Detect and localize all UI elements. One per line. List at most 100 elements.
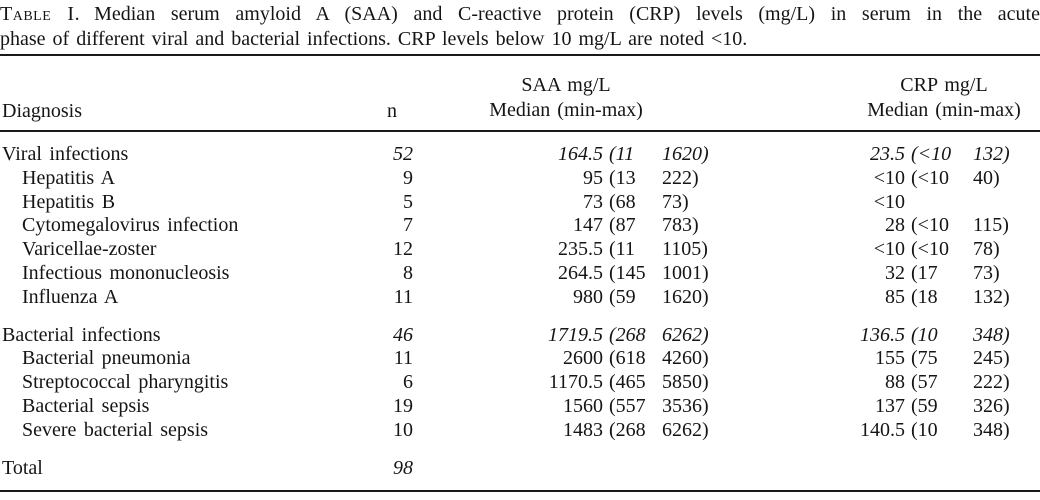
table-row-severe-bacterial-sepsis: Severe bacterial sepsis 10 1483 (268 6262)… <box>0 419 1040 443</box>
saa-median: 1483 <box>563 418 603 441</box>
saa-max: 5850) <box>662 371 709 394</box>
row-label: Varicellae-zoster <box>22 238 157 261</box>
table-row-bacterial-sepsis: Bacterial sepsis 19 1560 (557 3536) 137 (59… <box>0 395 1040 419</box>
row-label: Streptococcal pharyngitis <box>22 371 229 394</box>
saa-min: (11 <box>609 238 635 261</box>
saa-median: 1719.5 <box>548 323 603 346</box>
crp-median <box>713 457 905 481</box>
row-n-value: 7 <box>403 214 413 237</box>
crp-median: 140.5 <box>860 418 905 441</box>
table-row-hepatitis-b: Hepatitis B 5 73 (68 73) <10 <box>0 191 1040 215</box>
crp-max: 132) <box>973 143 1010 165</box>
table-caption: Table I. Median serum amyloid A (SAA) and… <box>0 0 1040 52</box>
table-row-bacterial-pneumonia: Bacterial pneumonia 11 2600 (618 4260) 155… <box>0 347 1040 371</box>
row-crp-value: 88 (57 222) <box>713 371 1037 395</box>
row-saa-value: 1719.5 (268 6262) <box>413 324 713 348</box>
saa-max: 73) <box>662 190 689 213</box>
saa-min: (59 <box>609 285 636 308</box>
saa-median: 235.5 <box>558 238 603 261</box>
row-label: Cytomegalovirus infection <box>22 214 239 237</box>
row-crp-value: 140.5 (10 348) <box>713 419 1037 443</box>
crp-max <box>973 191 1037 215</box>
row-crp-value: 155 (75 245) <box>713 347 1037 371</box>
saa-min: (68 <box>609 190 636 213</box>
crp-max <box>973 457 1037 481</box>
crp-median: 137 <box>875 394 905 417</box>
saa-median: 980 <box>573 285 603 308</box>
crp-min: (10 <box>911 323 938 346</box>
row-n-value: 19 <box>393 394 413 417</box>
row-saa-value: 980 (59 1620) <box>413 286 713 310</box>
saa-min: (11 <box>609 143 635 165</box>
crp-max: 222) <box>973 371 1010 394</box>
row-crp-value: 85 (18 132) <box>713 286 1037 310</box>
crp-max: 348) <box>973 418 1010 441</box>
saa-min: (465 <box>609 371 646 394</box>
row-n-value: 52 <box>393 143 413 165</box>
crp-max: 73) <box>973 261 1000 284</box>
caption-line-2: phase of different viral and bacterial i… <box>0 28 748 50</box>
table-body: Viral infections 52 164.5 (11 1620) 23.5 (<… <box>0 132 1040 480</box>
row-crp-value: 32 (17 73) <box>713 262 1037 286</box>
saa-max <box>662 457 713 481</box>
crp-min: (<10 <box>911 238 949 261</box>
row-label: Bacterial pneumonia <box>22 347 191 370</box>
crp-median: 85 <box>885 285 905 308</box>
row-saa-value: 147 (87 783) <box>413 214 713 238</box>
table-header: Diagnosis n SAA mg/L Median (min-max) CR… <box>0 56 1040 130</box>
crp-min: (<10 <box>911 166 949 189</box>
row-label: Hepatitis A <box>22 166 116 189</box>
crp-max: 115) <box>973 214 1009 237</box>
crp-min <box>911 457 973 481</box>
table-row-total: Total 98 <box>0 457 1040 481</box>
saa-min: (268 <box>609 323 646 346</box>
crp-median: <10 <box>873 190 905 213</box>
row-label: Severe bacterial sepsis <box>22 418 209 441</box>
row-label: Viral infections <box>2 143 129 165</box>
saa-max: 1620) <box>662 143 709 165</box>
saa-min: (13 <box>609 166 636 189</box>
row-n-value: 5 <box>403 190 413 213</box>
bottom-rule <box>0 490 1040 493</box>
row-saa-value <box>413 457 713 481</box>
col-header-saa-median: Median (min-max) <box>489 99 643 121</box>
row-label: Infectious mononucleosis <box>22 261 230 284</box>
crp-max: 348) <box>973 323 1010 346</box>
saa-median <box>413 457 603 481</box>
saa-max: 3536) <box>662 394 709 417</box>
crp-min: (<10 <box>911 214 949 237</box>
row-saa-value: 1483 (268 6262) <box>413 419 713 443</box>
row-n-value: 8 <box>403 261 413 284</box>
header-rule <box>0 130 1040 132</box>
crp-median: 136.5 <box>860 323 905 346</box>
row-crp-value: 28 (<10 115) <box>713 214 1037 238</box>
saa-max: 6262) <box>662 418 709 441</box>
crp-min: (10 <box>911 418 938 441</box>
row-crp-value: <10 <box>713 191 1037 215</box>
row-crp-value: <10 (<10 78) <box>713 238 1037 262</box>
caption-text: Median serum amyloid A (SAA) and C-react… <box>94 3 1040 25</box>
saa-median: 2600 <box>563 347 603 370</box>
table-row-influenza-a: Influenza A 11 980 (59 1620) 85 (18 132) <box>0 286 1040 310</box>
row-n-value: 11 <box>393 347 413 370</box>
table-row-viral-infections: Viral infections 52 164.5 (11 1620) 23.5 (<… <box>0 143 1040 167</box>
crp-max: 326) <box>973 394 1010 417</box>
table-row-infectious-mononucleosis: Infectious mononucleosis 8 264.5 (145 1001… <box>0 262 1040 286</box>
saa-median: 164.5 <box>558 143 603 165</box>
row-saa-value: 264.5 (145 1001) <box>413 262 713 286</box>
row-saa-value: 164.5 (11 1620) <box>413 143 713 167</box>
top-rule <box>0 54 1040 56</box>
crp-min: (59 <box>911 394 938 417</box>
row-label: Total <box>2 456 43 479</box>
row-n-value: 10 <box>393 418 413 441</box>
crp-min: (75 <box>911 347 938 370</box>
table-row-bacterial-infections: Bacterial infections 46 1719.5 (268 6262) … <box>0 324 1040 348</box>
row-n-value: 9 <box>403 166 413 189</box>
col-header-crp: CRP mg/L Median (min-max) <box>867 73 1021 123</box>
table-row-cytomegalovirus: Cytomegalovirus infection 7 147 (87 783) 2… <box>0 214 1040 238</box>
caption-line-1: Table I. Median serum amyloid A (SAA) and… <box>0 2 1040 27</box>
row-n-value: 6 <box>403 371 413 394</box>
col-header-saa: SAA mg/L Median (min-max) <box>489 73 643 123</box>
crp-median: <10 <box>873 166 905 189</box>
crp-min: (17 <box>911 261 938 284</box>
